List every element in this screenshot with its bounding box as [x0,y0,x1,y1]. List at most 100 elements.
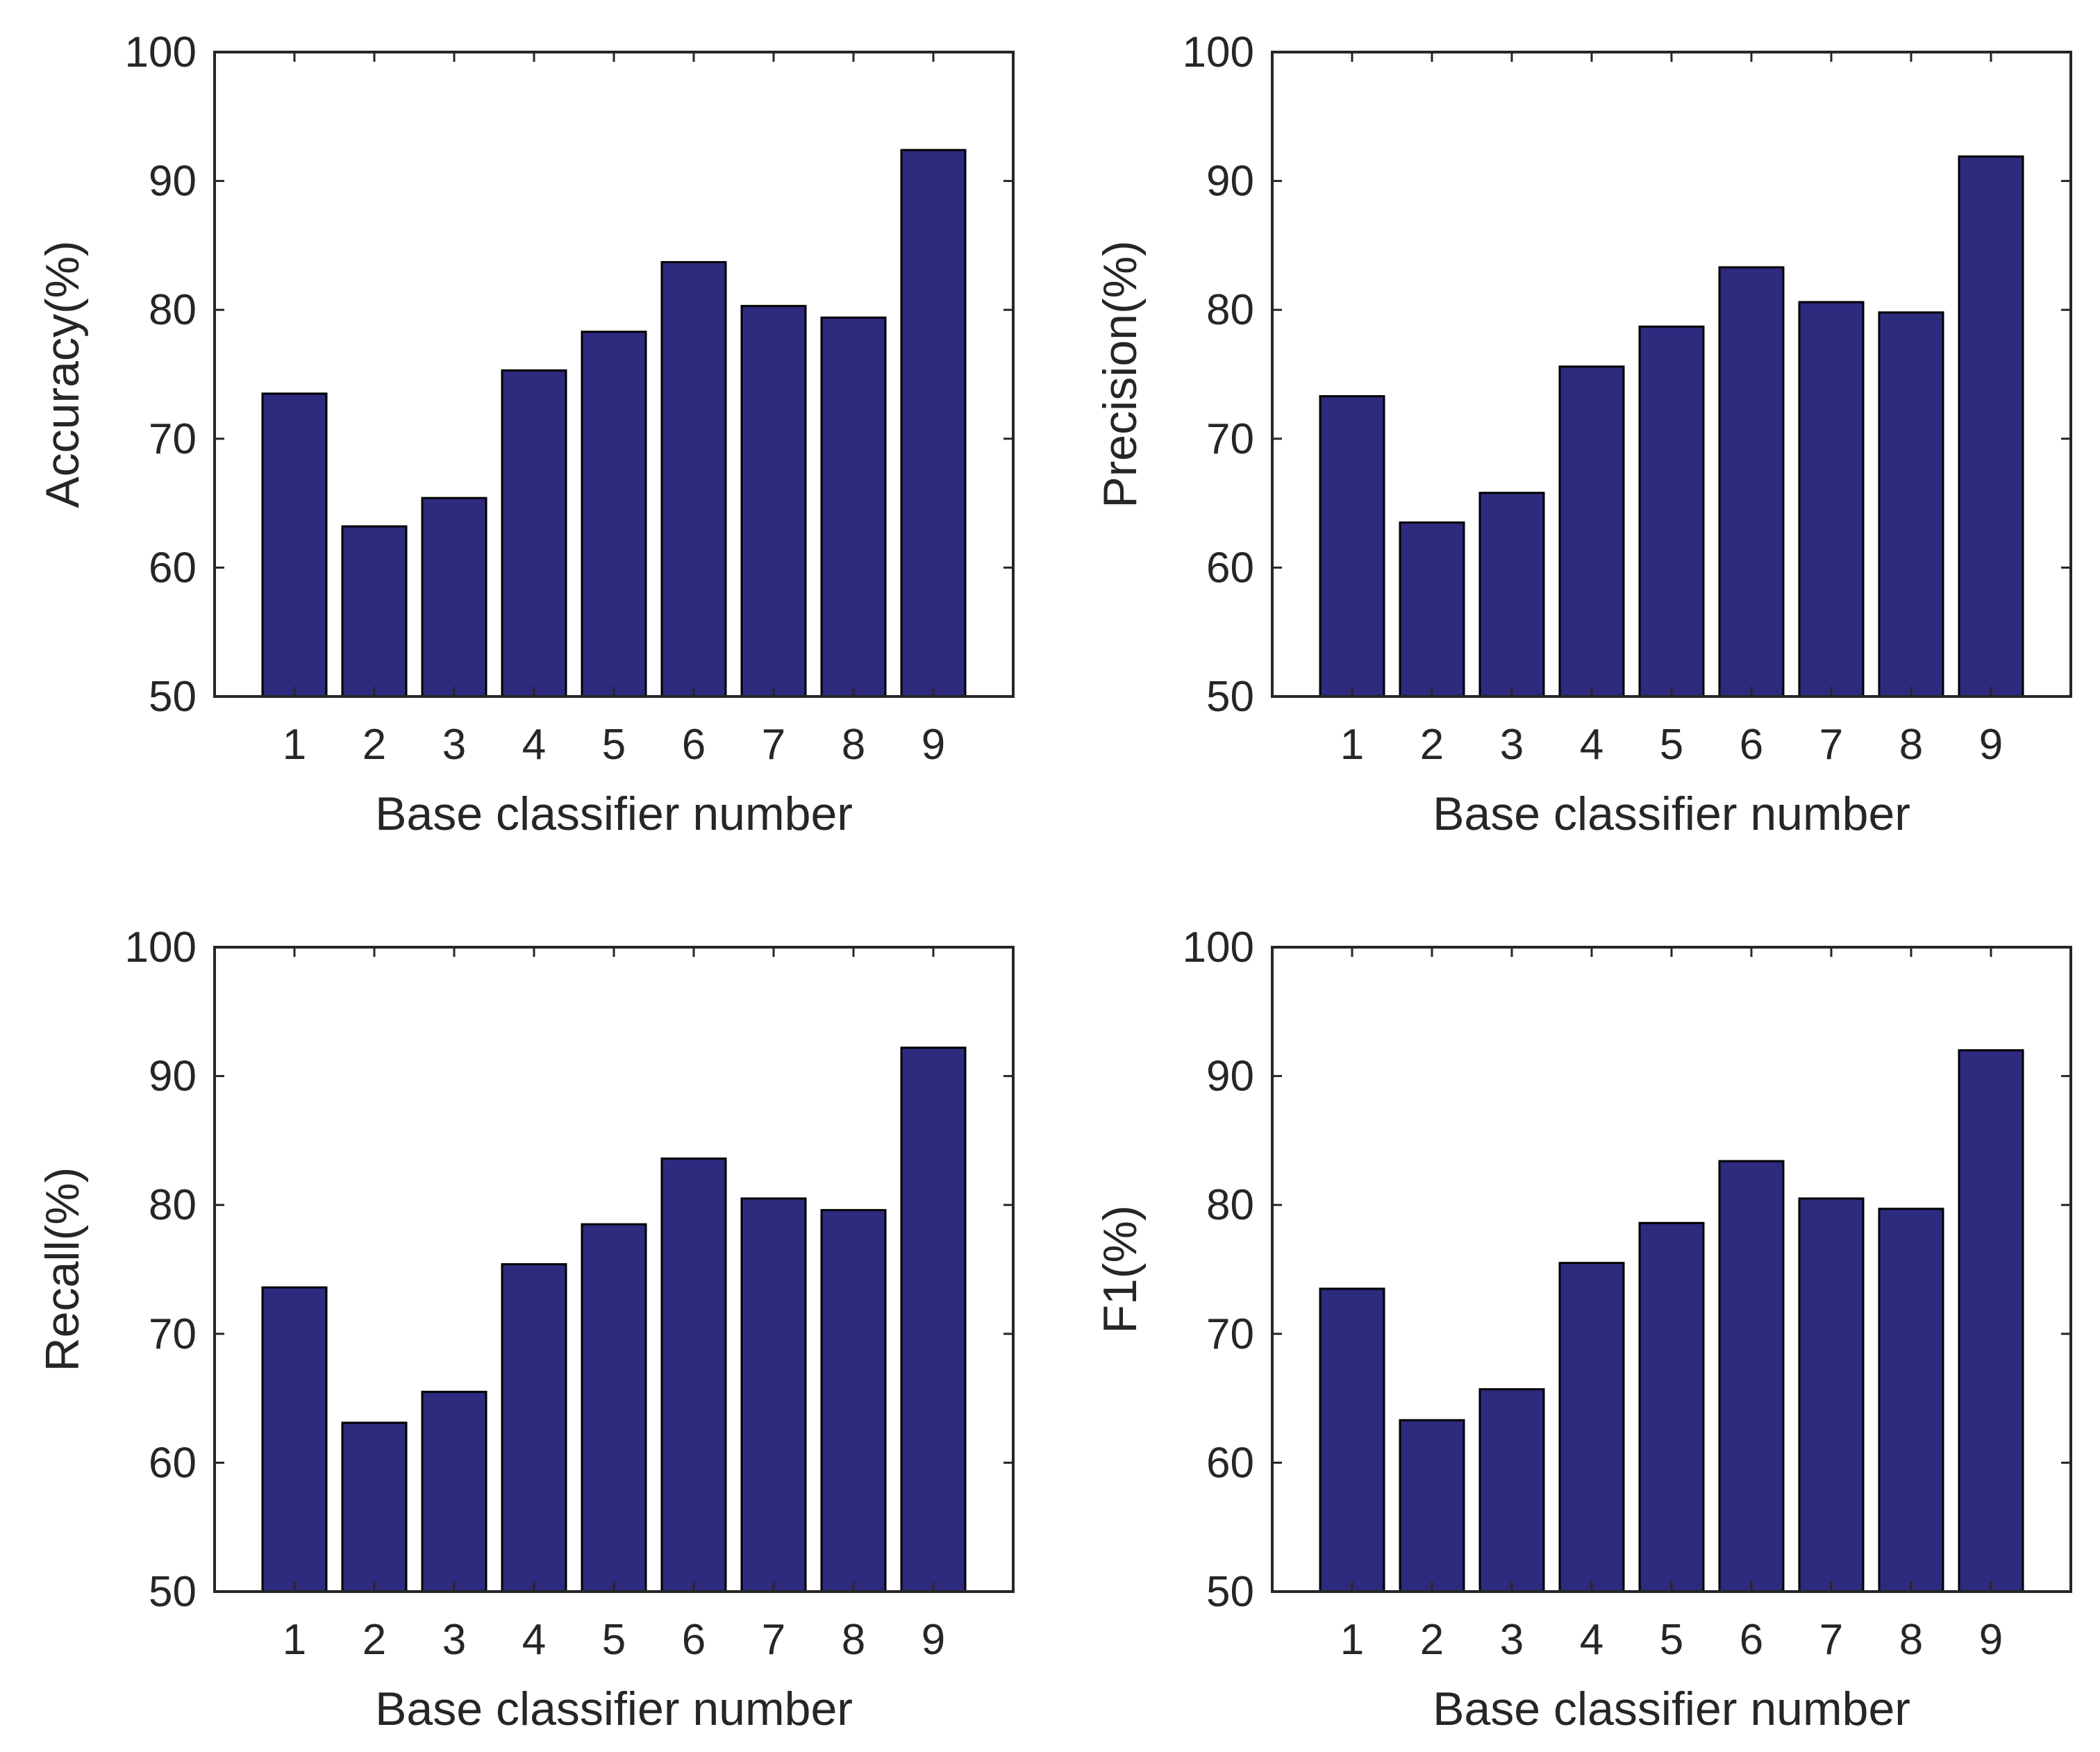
recall-bar-9 [900,1046,967,1593]
accuracy-ticks [215,51,1013,698]
accuracy-x-tick-labels: 1 2 3 4 5 6 7 8 9 [283,721,945,769]
precision-bar-3 [1478,492,1545,698]
f1-bar-7 [1798,1197,1865,1593]
precision-bars [1319,155,2024,698]
precision-bar-6 [1718,266,1785,698]
precision-y-tick-label-80: 80 [1206,286,1254,334]
recall-x-tick-labels: 1 2 3 4 5 6 7 8 9 [283,1616,945,1664]
precision-y-tick-label-50: 50 [1206,673,1254,721]
accuracy-bar-6 [660,261,727,698]
precision-y-tick-label-70: 70 [1206,415,1254,463]
precision-ticks [1272,51,2071,698]
recall-bars [261,1046,967,1593]
f1-x-tick-label-2: 2 [1420,1616,1444,1664]
precision-bar-2 [1399,521,1465,698]
precision-y-tick-label-60: 60 [1206,544,1254,592]
recall-bar-1 [261,1286,328,1593]
precision-x-tick-label-2: 2 [1420,721,1444,769]
accuracy-y-tick-label-60: 60 [149,544,197,592]
f1-chart: 50 60 70 80 90 100 1 2 3 4 5 6 7 8 9 Base classifier … [1094,924,2072,1735]
f1-x-tick-label-1: 1 [1340,1616,1364,1664]
recall-bar-8 [820,1209,887,1593]
accuracy-x-tick-label-3: 3 [442,721,466,769]
precision-chart: 50 60 70 80 90 100 1 2 3 4 5 6 7 8 9 Base classifier … [1094,28,2072,840]
accuracy-x-tick-label-5: 5 [602,721,626,769]
precision-x-tick-label-7: 7 [1819,721,1843,769]
recall-y-tick-label-50: 50 [149,1568,197,1616]
precision-x-tick-label-4: 4 [1580,721,1603,769]
f1-bar-4 [1558,1262,1625,1593]
f1-ticks [1272,946,2071,1593]
f1-x-tick-label-7: 7 [1819,1616,1843,1664]
precision-x-tick-label-9: 9 [1979,721,2003,769]
recall-x-tick-label-7: 7 [762,1616,785,1664]
f1-y-tick-labels: 50 60 70 80 90 100 [1183,924,1254,1616]
recall-x-tick-label-1: 1 [283,1616,306,1664]
recall-y-tick-label-60: 60 [149,1439,197,1487]
accuracy-x-tick-label-4: 4 [522,721,546,769]
f1-y-axis-label: F1(%) [1094,1205,1147,1333]
recall-y-tick-label-80: 80 [149,1181,197,1229]
accuracy-bars [261,149,967,698]
precision-bar-1 [1319,395,1385,698]
accuracy-x-tick-label-1: 1 [283,721,306,769]
accuracy-x-tick-label-2: 2 [362,721,386,769]
f1-y-tick-label-90: 90 [1206,1053,1254,1101]
f1-bar-8 [1878,1208,1944,1593]
recall-bar-7 [740,1197,807,1593]
accuracy-y-tick-label-70: 70 [149,415,197,463]
f1-bar-1 [1319,1287,1385,1593]
f1-x-tick-label-9: 9 [1979,1616,2003,1664]
recall-bar-5 [581,1223,647,1593]
recall-x-tick-label-4: 4 [522,1616,546,1664]
f1-bar-6 [1718,1160,1785,1593]
recall-ticks [215,946,1013,1593]
recall-x-tick-label-6: 6 [682,1616,706,1664]
accuracy-y-tick-label-100: 100 [125,28,197,76]
precision-y-tick-label-90: 90 [1206,158,1254,206]
recall-x-tick-label-5: 5 [602,1616,626,1664]
accuracy-y-tick-label-50: 50 [149,673,197,721]
recall-x-axis-label: Base classifier number [375,1683,853,1735]
accuracy-y-tick-label-80: 80 [149,286,197,334]
f1-x-tick-labels: 1 2 3 4 5 6 7 8 9 [1340,1616,2003,1664]
recall-bar-6 [660,1157,727,1593]
recall-x-tick-label-9: 9 [922,1616,945,1664]
recall-x-tick-label-2: 2 [362,1616,386,1664]
f1-x-tick-label-6: 6 [1740,1616,1763,1664]
accuracy-x-tick-label-7: 7 [762,721,785,769]
accuracy-x-tick-label-9: 9 [922,721,945,769]
accuracy-x-axis-label: Base classifier number [375,787,853,840]
accuracy-y-tick-labels: 50 60 70 80 90 100 [125,28,197,721]
recall-y-tick-label-90: 90 [149,1053,197,1101]
recall-x-tick-label-8: 8 [842,1616,865,1664]
recall-x-tick-label-3: 3 [442,1616,466,1664]
f1-bar-2 [1399,1419,1465,1593]
accuracy-bar-8 [820,316,887,698]
accuracy-x-tick-label-8: 8 [842,721,865,769]
accuracy-x-tick-label-6: 6 [682,721,706,769]
f1-y-tick-label-100: 100 [1183,924,1254,971]
precision-y-tick-labels: 50 60 70 80 90 100 [1183,28,1254,721]
f1-y-tick-label-50: 50 [1206,1568,1254,1616]
precision-x-axis-label: Base classifier number [1433,787,1910,840]
accuracy-bar-9 [900,149,967,698]
recall-bar-2 [341,1421,408,1593]
f1-x-tick-label-4: 4 [1580,1616,1603,1664]
accuracy-bar-1 [261,392,328,698]
accuracy-y-tick-label-90: 90 [149,158,197,206]
accuracy-y-axis-label: Accuracy(%) [36,240,89,508]
f1-x-axis-label: Base classifier number [1433,1683,1910,1735]
accuracy-chart: 50 60 70 80 90 100 1 2 3 4 5 6 7 8 9 Base classifier … [36,28,1015,840]
precision-y-tick-label-100: 100 [1183,28,1254,76]
f1-y-tick-label-70: 70 [1206,1310,1254,1358]
precision-x-tick-label-5: 5 [1660,721,1683,769]
precision-x-tick-labels: 1 2 3 4 5 6 7 8 9 [1340,721,2003,769]
recall-chart: 50 60 70 80 90 100 1 2 3 4 5 6 7 8 9 Base classifier … [36,924,1015,1735]
recall-y-tick-labels: 50 60 70 80 90 100 [125,924,197,1616]
precision-x-tick-label-3: 3 [1500,721,1524,769]
precision-bar-9 [1958,155,2024,698]
accuracy-bar-7 [740,305,807,698]
f1-x-tick-label-5: 5 [1660,1616,1683,1664]
